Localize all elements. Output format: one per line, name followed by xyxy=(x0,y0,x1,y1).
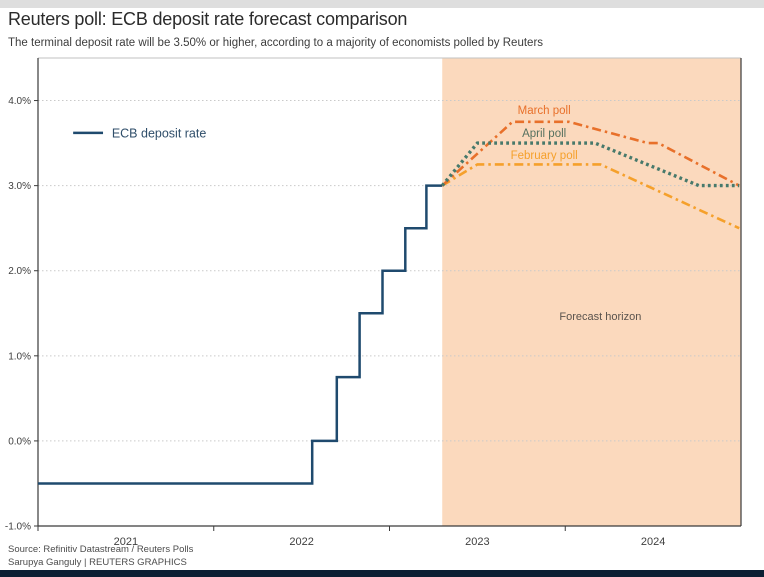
window-top-strip xyxy=(0,0,764,8)
legend-label: ECB deposit rate xyxy=(112,126,207,140)
y-axis-label: -1.0% xyxy=(5,522,31,533)
y-axis-label: 2.0% xyxy=(8,266,31,277)
x-axis-label: 2024 xyxy=(641,536,665,548)
page-subtitle: The terminal deposit rate will be 3.50% … xyxy=(8,37,544,49)
bottom-accent-bar xyxy=(0,570,764,577)
series-label-march-poll: March poll xyxy=(518,105,571,117)
y-axis-label: 0.0% xyxy=(8,436,31,447)
x-axis-label: 2023 xyxy=(465,536,489,548)
series-line-march-poll xyxy=(441,120,740,187)
x-axis-label: 2021 xyxy=(114,536,138,548)
series-label-february-poll: February poll xyxy=(511,150,578,162)
series-line-april-poll xyxy=(440,141,740,188)
series-line-february-poll xyxy=(441,163,740,230)
y-axis-label: 1.0% xyxy=(8,351,31,362)
y-axis-label: 4.0% xyxy=(8,96,31,107)
x-axis-label: 2022 xyxy=(289,536,313,548)
page-title: Reuters poll: ECB deposit rate forecast … xyxy=(8,9,408,29)
credit-line: Sarupya Ganguly | REUTERS GRAPHICS xyxy=(8,557,187,568)
series-line-ecb-deposit-rate xyxy=(38,184,443,485)
series-label-april-poll: April poll xyxy=(522,128,566,140)
y-axis-label: 3.0% xyxy=(8,181,31,192)
forecast-horizon-label: Forecast horizon xyxy=(559,311,641,323)
forecast-region xyxy=(442,58,741,526)
source-line: Source: Refinitiv Datastream / Reuters P… xyxy=(8,544,194,555)
